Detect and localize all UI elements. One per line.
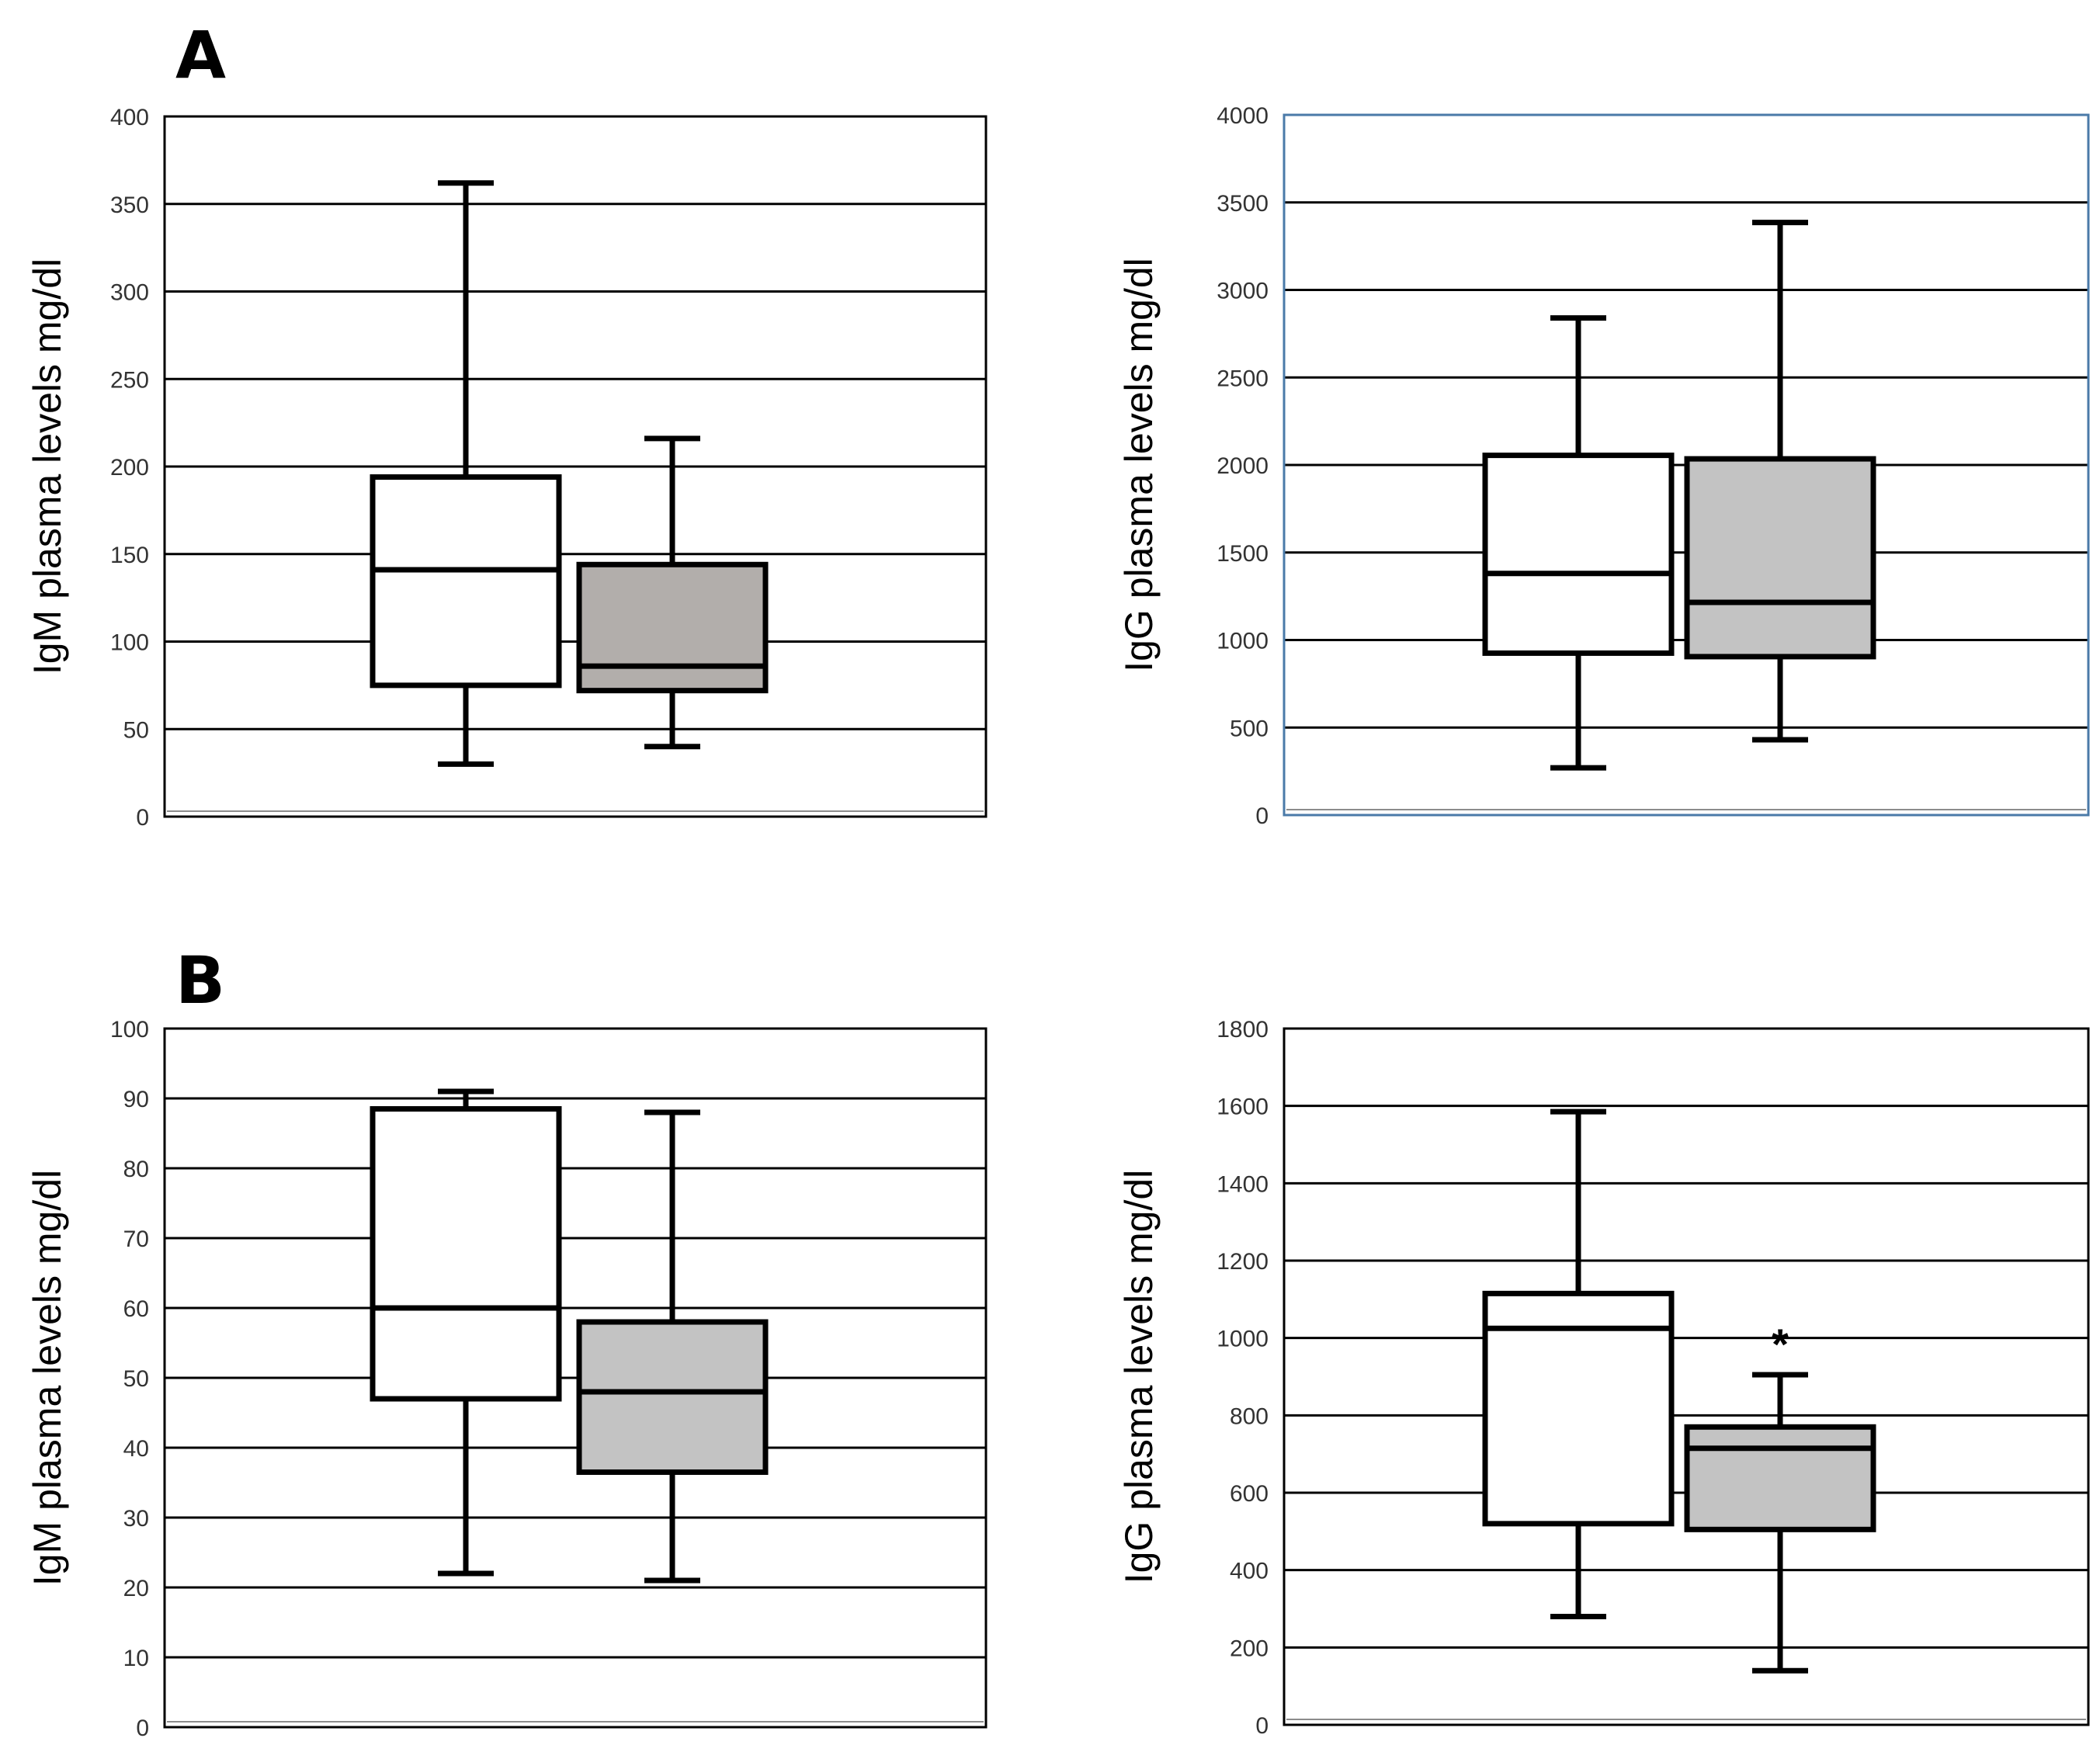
y-tick-label: 0 [1255, 803, 1269, 829]
y-tick-label: 30 [123, 1506, 149, 1532]
y-tick-label: 0 [1255, 1713, 1269, 1739]
box-1 [1482, 315, 1675, 771]
y-axis-label: IgM plasma levels mg/dl [26, 1170, 69, 1586]
panel-letter-b: B [175, 942, 225, 1018]
y-tick-label: 600 [1230, 1481, 1269, 1507]
y-tick-label: 70 [123, 1226, 149, 1252]
y-tick-label: 50 [123, 717, 149, 743]
iqr-box [1482, 1290, 1675, 1527]
box-2 [1684, 1372, 1876, 1674]
y-tick-label: 1400 [1217, 1171, 1269, 1197]
iqr-box [576, 1319, 769, 1475]
chart-top-right: 0 500 1000 1500 2000 2500 3000 3500 4000 IgG plas… [1117, 103, 2090, 829]
box-2 [576, 435, 769, 750]
panel-letter-a: A [175, 17, 226, 93]
box-1 [1482, 1108, 1675, 1619]
y-axis-label: IgG plasma levels mg/dl [1117, 258, 1161, 672]
plot-frame [1283, 113, 2090, 817]
y-tick-label: 2500 [1217, 366, 1269, 391]
box-1 [370, 1088, 562, 1577]
y-tick-label: 200 [1230, 1636, 1269, 1661]
y-tick-label: 40 [123, 1436, 149, 1462]
iqr-box [370, 1106, 562, 1402]
y-tick-label: 2000 [1217, 453, 1269, 479]
y-tick-label: 200 [110, 455, 149, 480]
iqr-box [1684, 1424, 1876, 1532]
y-tick-label: 300 [110, 280, 149, 306]
y-tick-label: 4000 [1217, 103, 1269, 129]
y-tick-label: 800 [1230, 1403, 1269, 1429]
y-tick-label: 1200 [1217, 1249, 1269, 1275]
y-tick-label: 100 [110, 630, 149, 656]
y-tick-label: 250 [110, 367, 149, 393]
plot-frame [163, 115, 988, 818]
y-tick-label: 3500 [1217, 191, 1269, 217]
y-tick-label: 60 [123, 1296, 149, 1322]
y-tick-label: 400 [110, 105, 149, 130]
chart-bottom-left: 0 10 20 30 40 50 60 70 80 90 100 IgM plasma levels … [26, 1017, 988, 1741]
y-tick-label: 100 [110, 1017, 149, 1043]
iqr-box [1482, 453, 1675, 656]
y-tick-label: 1600 [1217, 1095, 1269, 1120]
iqr-box [1684, 456, 1876, 660]
plot-frame [1283, 1027, 2090, 1726]
iqr-box [370, 474, 562, 689]
y-axis-label: IgG plasma levels mg/dl [1117, 1170, 1161, 1584]
y-axis-label: IgM plasma levels mg/dl [26, 258, 69, 675]
y-tick-label: 50 [123, 1366, 149, 1392]
y-tick-label: 90 [123, 1087, 149, 1112]
box-2 [576, 1109, 769, 1584]
y-tick-label: 150 [110, 543, 149, 568]
y-tick-label: 400 [1230, 1559, 1269, 1584]
plot-frame [163, 1027, 988, 1729]
box-1 [370, 180, 562, 767]
chart-bottom-right: 0 200 400 600 800 1000 1200 1400 1600 1800 IgG pla… [1117, 1017, 2090, 1739]
y-tick-label: 0 [136, 1716, 149, 1741]
y-tick-label: 1000 [1217, 629, 1269, 654]
iqr-box [576, 561, 769, 694]
y-tick-label: 500 [1230, 716, 1269, 741]
y-tick-label: 1500 [1217, 541, 1269, 567]
y-tick-label: 20 [123, 1576, 149, 1601]
y-tick-label: 0 [136, 805, 149, 831]
y-tick-label: 80 [123, 1157, 149, 1182]
y-tick-label: 3000 [1217, 279, 1269, 304]
y-tick-label: 10 [123, 1646, 149, 1671]
box-2 [1684, 220, 1876, 743]
y-tick-label: 1800 [1217, 1017, 1269, 1043]
y-tick-label: 350 [110, 193, 149, 218]
chart-top-left: 0 50 100 150 200 250 300 350 400 IgM plasma level… [26, 105, 988, 831]
y-tick-label: 1000 [1217, 1327, 1269, 1352]
significance-asterisk: * [1772, 1320, 1789, 1369]
